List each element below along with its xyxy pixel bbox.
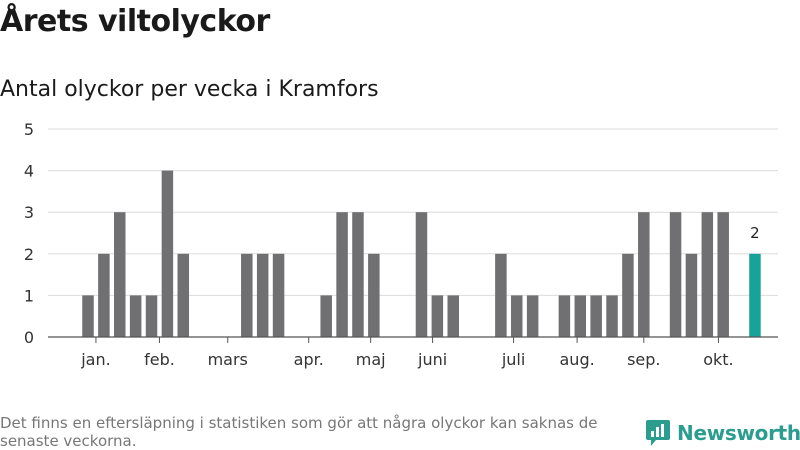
x-axis: jan. feb. mars apr. maj juni juli aug. sep. okt. <box>48 336 778 369</box>
newsworthy-logo: Newsworthy <box>645 419 800 447</box>
y-tick-label: 1 <box>24 286 34 305</box>
bar <box>336 212 348 337</box>
x-tick-label: mars <box>208 350 248 369</box>
bar <box>320 295 332 337</box>
bar <box>431 295 444 337</box>
bar <box>574 295 587 337</box>
newsworthy-logo-icon <box>646 420 670 446</box>
bar <box>526 295 539 337</box>
chart-title: Årets viltolyckor <box>0 4 270 39</box>
bar <box>145 295 158 337</box>
y-tick-label: 5 <box>24 120 34 139</box>
bar <box>701 212 714 337</box>
bar <box>415 212 428 337</box>
x-tick-label: sep. <box>627 350 660 369</box>
bar <box>352 212 364 337</box>
x-tick-label: okt. <box>703 350 733 369</box>
x-tick-label: feb. <box>144 350 175 369</box>
bar <box>177 253 190 337</box>
bar <box>590 295 602 337</box>
bar <box>82 295 94 337</box>
bar <box>368 253 380 337</box>
bar <box>669 212 682 337</box>
bar <box>447 295 459 337</box>
bar <box>256 253 269 337</box>
x-tick-label: juli <box>501 350 525 369</box>
y-tick-label: 4 <box>24 162 34 181</box>
newsworthy-logo-text: Newsworthy <box>677 421 800 445</box>
x-tick-label: juni <box>417 350 447 369</box>
chart-subtitle: Antal olyckor per vecka i Kramfors <box>0 77 379 102</box>
bar <box>638 212 650 337</box>
x-tick-label: aug. <box>560 350 595 369</box>
x-tick-label: maj <box>356 350 386 369</box>
bar <box>717 212 729 337</box>
bar <box>622 253 634 337</box>
bar-chart: 0 1 2 3 4 5 2 jan. feb. mars apr. maj juni juli aug.… <box>24 120 778 369</box>
x-tick-label: apr. <box>294 350 324 369</box>
bar <box>98 253 110 337</box>
bar <box>558 295 571 337</box>
bar <box>161 170 174 337</box>
bar <box>511 295 523 337</box>
x-tick-label: jan. <box>80 350 110 369</box>
data-label: 2 <box>750 224 760 242</box>
bar <box>606 295 618 337</box>
y-axis: 0 1 2 3 4 5 <box>24 120 34 347</box>
bar <box>241 253 253 337</box>
footnote: Det finns en eftersläpning i statistiken… <box>0 414 598 450</box>
bar <box>685 253 698 337</box>
bars: 2 <box>82 170 761 337</box>
y-tick-label: 3 <box>24 203 34 222</box>
bar <box>272 253 285 337</box>
bar <box>129 295 142 337</box>
y-tick-label: 2 <box>24 245 34 264</box>
highlighted-bar <box>749 253 761 337</box>
bar <box>495 253 507 337</box>
gridlines <box>48 128 778 296</box>
y-tick-label: 0 <box>24 328 34 347</box>
bar <box>114 212 126 337</box>
